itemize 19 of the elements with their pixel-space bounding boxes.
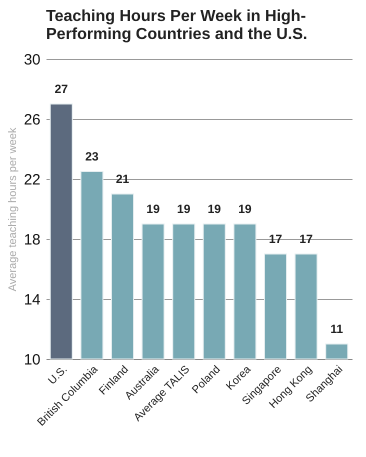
data-label: 23 (85, 150, 99, 164)
y-tick-label: 18 (24, 232, 40, 248)
y-axis-title: Average teaching hours per week (6, 127, 19, 292)
text: Performing Countries and the U.S. (46, 26, 308, 43)
data-label: 19 (177, 202, 191, 216)
data-label: 19 (208, 202, 222, 216)
y-tick-label: 30 (24, 52, 40, 68)
data-label: 21 (116, 172, 130, 186)
data-label: 19 (238, 202, 252, 216)
data-label: 19 (146, 202, 160, 216)
data-label: 17 (268, 232, 282, 246)
y-tick-label: 22 (24, 172, 40, 188)
y-tick-label: 10 (24, 352, 40, 368)
data-label: 11 (330, 322, 344, 336)
y-tick-label: 26 (24, 112, 40, 128)
text: Teaching Hours Per Week in High- (46, 8, 306, 25)
data-label: 27 (54, 82, 68, 96)
y-tick-label: 14 (24, 292, 40, 308)
data-label: 17 (299, 232, 314, 246)
